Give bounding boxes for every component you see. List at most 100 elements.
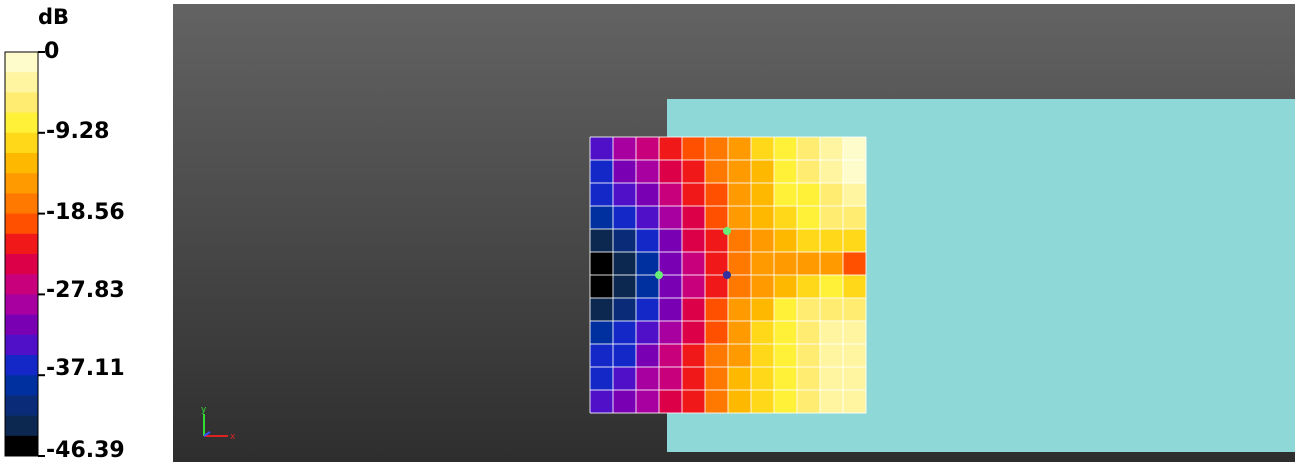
colorbar-band [5,52,38,73]
heatmap-cell [728,344,752,368]
heatmap-cell [636,321,660,345]
heatmap-cell [751,183,775,207]
heatmap-cell [820,206,844,230]
colorbar-scale [4,51,45,457]
heatmap-cell [659,367,683,391]
heatmap-cell [682,275,706,299]
heatmap-cell [774,183,798,207]
field-plane[interactable] [590,137,867,414]
heatmap-cell [613,137,637,161]
heatmap-cell [659,298,683,322]
heatmap-cell [797,344,821,368]
heatmap-cell [843,321,867,345]
colorbar-band [5,112,38,134]
colorbar-tick-label: -27.83 [46,278,125,303]
heatmap-cell [682,298,706,322]
heatmap-cell [797,321,821,345]
heatmap-cell [820,160,844,184]
heatmap-cell [728,298,752,322]
heatmap-cell [636,275,660,299]
heatmap-cell [797,275,821,299]
heatmap-cell [797,367,821,391]
heatmap-cell [705,229,729,253]
heatmap-cell [659,137,683,161]
probe-point[interactable] [723,227,731,235]
heatmap-cell [682,344,706,368]
probe-point[interactable] [723,271,731,279]
heatmap-cell [613,367,637,391]
heatmap-cell [774,229,798,253]
heatmap-cell [636,183,660,207]
field-plot-scene[interactable]: yx [173,4,1295,462]
heatmap-cell [705,275,729,299]
colorbar-tick-label: -9.28 [46,119,110,144]
heatmap-cell [590,252,614,276]
heatmap-cell [751,206,775,230]
heatmap-cell [728,390,752,414]
heatmap-cell [590,275,614,299]
heatmap-cell [682,137,706,161]
axes-triad-icon: yx [201,405,236,442]
colorbar-tick-label: -18.56 [46,200,125,225]
heatmap-cell [590,344,614,368]
heatmap-cell [659,160,683,184]
heatmap-cell [820,367,844,391]
colorbar-unit-label: dB [38,5,70,29]
colorbar-band [5,233,38,255]
heatmap-cell [682,390,706,414]
colorbar-band [5,314,38,336]
heatmap-cell [751,298,775,322]
heatmap-cell [820,390,844,414]
heatmap-cell [728,252,752,276]
heatmap-cell [705,344,729,368]
heatmap-cell [613,183,637,207]
heatmap-cell [636,367,660,391]
heatmap-cell [659,252,683,276]
colorbar-band [5,395,38,417]
heatmap-cell [590,206,614,230]
heatmap-cell [590,321,614,345]
heatmap-cell [705,390,729,414]
heatmap-cell [774,160,798,184]
colorbar-band [5,435,38,457]
heatmap-cell [636,344,660,368]
heatmap-cell [774,206,798,230]
heatmap-cell [820,252,844,276]
heatmap-cell [728,160,752,184]
heatmap-cell [728,137,752,161]
heatmap-cell [590,390,614,414]
colorbar-band [5,173,38,194]
heatmap-cell [682,367,706,391]
heatmap-cell [843,390,867,414]
heatmap-cell [636,298,660,322]
heatmap-cell [774,298,798,322]
heatmap-cell [636,137,660,161]
heatmap-cell [774,252,798,276]
heatmap-cell [590,183,614,207]
heatmap-cell [613,298,637,322]
heatmap-cell [590,137,614,161]
heatmap-cell [728,229,752,253]
heatmap-cell [728,367,752,391]
heatmap-cell [774,137,798,161]
heatmap-cell [728,206,752,230]
heatmap-cell [705,160,729,184]
heatmap-cell [705,183,729,207]
heatmap-cell [659,229,683,253]
heatmap-cell [797,298,821,322]
heatmap-cell [659,275,683,299]
probe-point[interactable] [655,271,663,279]
heatmap-cell [843,206,867,230]
heatmap-cell [797,183,821,207]
heatmap-cell [659,183,683,207]
heatmap-cell [636,390,660,414]
heatmap-cell [843,183,867,207]
heatmap-cell [820,321,844,345]
heatmap-cell [682,183,706,207]
heatmap-cell [590,229,614,253]
heatmap-cell [820,229,844,253]
colorbar-tick-label: 0 [44,39,60,64]
heatmap-cell [820,183,844,207]
heatmap-cell [820,298,844,322]
